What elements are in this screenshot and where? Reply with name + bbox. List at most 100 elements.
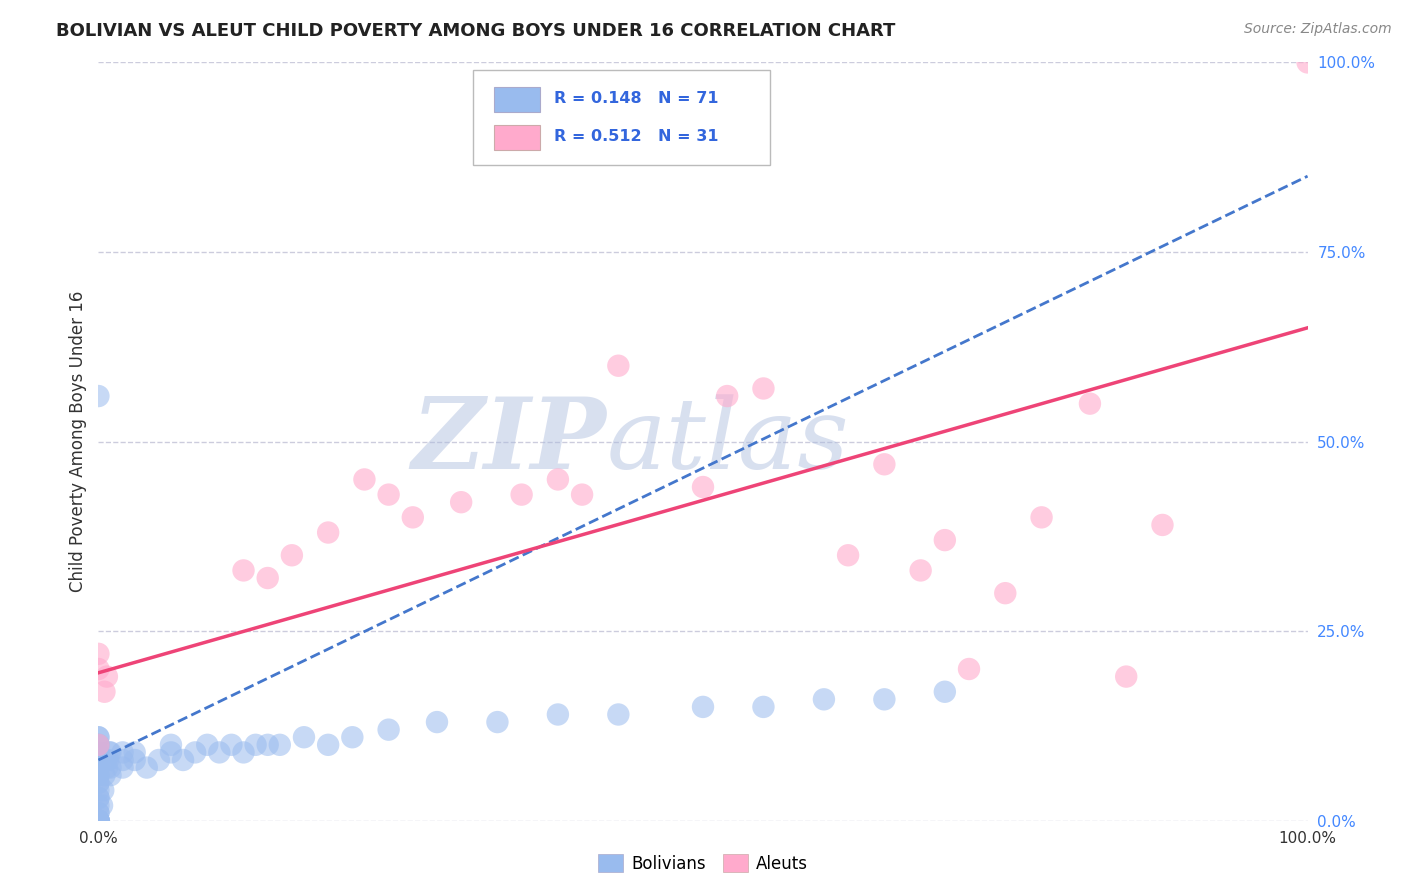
Point bbox=[87, 776, 110, 790]
Point bbox=[97, 753, 120, 767]
Point bbox=[87, 738, 110, 752]
Point bbox=[607, 707, 630, 722]
Point bbox=[547, 707, 569, 722]
Text: N = 31: N = 31 bbox=[658, 129, 718, 145]
Point bbox=[450, 495, 472, 509]
Point bbox=[195, 738, 218, 752]
Point bbox=[510, 487, 533, 501]
Point bbox=[87, 753, 110, 767]
Point bbox=[87, 814, 110, 828]
Point bbox=[873, 458, 896, 472]
Point bbox=[221, 738, 243, 752]
Text: N = 71: N = 71 bbox=[658, 91, 718, 106]
Point bbox=[87, 776, 110, 790]
Point bbox=[232, 564, 254, 578]
Point bbox=[98, 746, 121, 760]
Point bbox=[316, 525, 339, 540]
Point bbox=[292, 730, 315, 744]
Point bbox=[148, 753, 170, 767]
Point bbox=[353, 473, 375, 487]
FancyBboxPatch shape bbox=[494, 87, 540, 112]
Point bbox=[87, 647, 110, 661]
Point bbox=[184, 746, 207, 760]
Point bbox=[87, 768, 110, 782]
Point bbox=[135, 760, 157, 774]
FancyBboxPatch shape bbox=[494, 125, 540, 150]
Point bbox=[111, 746, 134, 760]
Point bbox=[111, 753, 134, 767]
Point bbox=[87, 783, 110, 797]
Point bbox=[547, 473, 569, 487]
Text: Source: ZipAtlas.com: Source: ZipAtlas.com bbox=[1244, 22, 1392, 37]
Point bbox=[87, 730, 110, 744]
Point bbox=[837, 548, 859, 563]
Point bbox=[87, 814, 110, 828]
Point bbox=[256, 571, 278, 585]
Point bbox=[316, 738, 339, 752]
Point bbox=[124, 746, 146, 760]
Point bbox=[752, 699, 775, 714]
Point bbox=[124, 753, 146, 767]
Point bbox=[256, 738, 278, 752]
Point bbox=[87, 389, 110, 403]
Point bbox=[486, 715, 509, 730]
Point bbox=[100, 760, 122, 774]
Point bbox=[910, 564, 932, 578]
Point bbox=[342, 730, 364, 744]
Point bbox=[87, 760, 110, 774]
Point bbox=[87, 806, 110, 821]
Point bbox=[1296, 55, 1319, 70]
Point bbox=[87, 814, 110, 828]
Point bbox=[994, 586, 1017, 600]
Point bbox=[87, 798, 110, 813]
Point bbox=[873, 692, 896, 706]
Text: R = 0.148: R = 0.148 bbox=[554, 91, 643, 106]
Point bbox=[934, 685, 956, 699]
Point bbox=[87, 791, 110, 805]
Point bbox=[87, 662, 110, 676]
Point bbox=[377, 723, 399, 737]
FancyBboxPatch shape bbox=[474, 70, 769, 165]
Text: BOLIVIAN VS ALEUT CHILD POVERTY AMONG BOYS UNDER 16 CORRELATION CHART: BOLIVIAN VS ALEUT CHILD POVERTY AMONG BO… bbox=[56, 22, 896, 40]
Point bbox=[957, 662, 980, 676]
Point bbox=[934, 533, 956, 548]
Point bbox=[87, 760, 110, 774]
Point bbox=[87, 730, 110, 744]
Point bbox=[87, 791, 110, 805]
Point bbox=[752, 382, 775, 396]
Point bbox=[607, 359, 630, 373]
Point bbox=[87, 814, 110, 828]
Point bbox=[716, 389, 738, 403]
Point bbox=[87, 738, 110, 752]
Point bbox=[377, 487, 399, 501]
Point bbox=[87, 814, 110, 828]
Point bbox=[402, 510, 425, 524]
Point bbox=[245, 738, 267, 752]
Point bbox=[813, 692, 835, 706]
Point bbox=[87, 806, 110, 821]
Point bbox=[87, 814, 110, 828]
Point bbox=[160, 746, 183, 760]
Point bbox=[87, 814, 110, 828]
Point bbox=[87, 814, 110, 828]
Point bbox=[1152, 517, 1174, 532]
Point bbox=[426, 715, 449, 730]
Point bbox=[269, 738, 291, 752]
Text: atlas: atlas bbox=[606, 394, 849, 489]
Text: ZIP: ZIP bbox=[412, 393, 606, 490]
Point bbox=[100, 746, 122, 760]
Point bbox=[91, 798, 114, 813]
Point bbox=[281, 548, 304, 563]
Point bbox=[87, 746, 110, 760]
Point bbox=[232, 746, 254, 760]
Point bbox=[87, 814, 110, 828]
Point bbox=[692, 480, 714, 494]
Point bbox=[94, 753, 117, 767]
Legend: Bolivians, Aleuts: Bolivians, Aleuts bbox=[592, 847, 814, 880]
Point bbox=[1031, 510, 1053, 524]
Point bbox=[87, 814, 110, 828]
Text: R = 0.512: R = 0.512 bbox=[554, 129, 643, 145]
Point bbox=[87, 768, 110, 782]
Point bbox=[172, 753, 194, 767]
Point bbox=[87, 738, 110, 752]
